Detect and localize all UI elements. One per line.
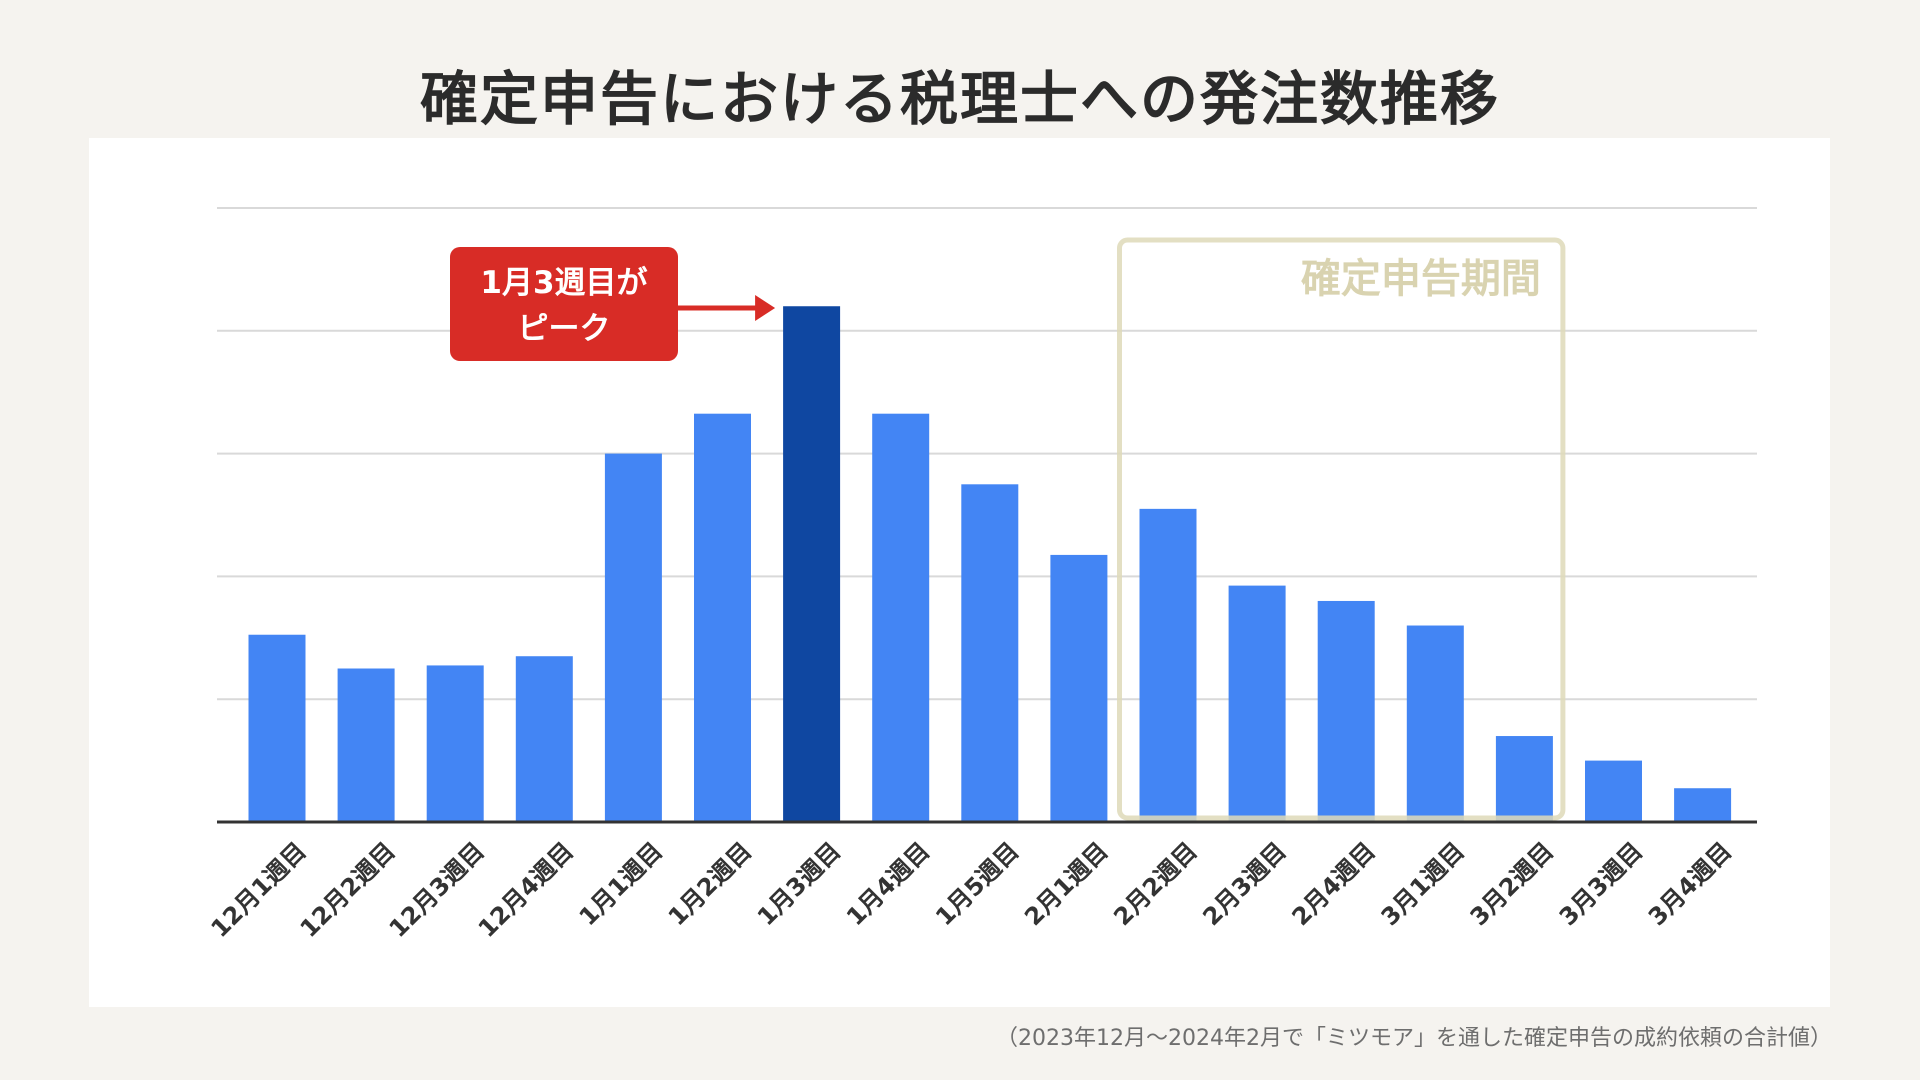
x-tick-label: 1月3週目 (752, 837, 846, 931)
chart-title: 確定申告における税理士への発注数推移 (419, 65, 1500, 133)
bar (604, 453, 662, 822)
peak-arrow-head (755, 295, 776, 321)
peak-callout-line2: ピーク (518, 311, 611, 347)
x-tick-label: 3月3週目 (1554, 837, 1648, 931)
bar (872, 413, 930, 822)
bar (248, 634, 306, 822)
x-tick-label: 2月3週目 (1197, 837, 1291, 931)
bar (1495, 736, 1553, 822)
x-tick-label: 12月2週目 (295, 837, 401, 943)
bar (1317, 600, 1375, 822)
x-tick-label: 1月5週目 (930, 837, 1024, 931)
bar-peak (783, 306, 841, 822)
x-tick-label: 2月1週目 (1019, 837, 1113, 931)
bar (426, 665, 484, 822)
bar-chart: 12月1週目12月2週目12月3週目12月4週目1月1週目1月2週目1月3週目1… (206, 207, 1757, 943)
bar (515, 656, 573, 822)
chart-panel: 12月1週目 12月2週目 12月3週目 12月4週目 1月1週目 1月2週目 1月3週目 1… (89, 138, 1830, 1007)
x-tick-label: 1月2週目 (663, 837, 757, 931)
x-tick-label: 1月1週目 (574, 837, 668, 931)
x-tick-label: 3月1週目 (1376, 837, 1470, 931)
x-tick-label: 1月4週目 (841, 837, 935, 931)
filing-period-region (1117, 237, 1566, 821)
x-tick-label: 12月4週目 (473, 837, 579, 943)
x-tick-label: 2月4週目 (1287, 837, 1381, 931)
x-tick-label: 3月2週目 (1465, 837, 1559, 931)
bar (1228, 585, 1286, 822)
bar (1674, 788, 1732, 822)
filing-period-label: 確定申告期間 (1301, 256, 1541, 302)
bar (337, 668, 395, 822)
x-tick-label: 12月3週目 (384, 837, 490, 943)
peak-callout-box (450, 247, 678, 361)
x-tick-label: 3月4週目 (1643, 837, 1737, 931)
x-tick-label: 12月1週目 (206, 837, 312, 943)
bar (694, 413, 751, 822)
bar (1406, 625, 1464, 822)
bar (961, 484, 1019, 822)
x-tick-label: 2月2週目 (1108, 837, 1202, 931)
bar (1050, 554, 1108, 822)
bar (1139, 508, 1197, 822)
peak-callout-line1: 1月3週目が (480, 265, 647, 301)
bar (1585, 760, 1642, 822)
footnote: （2023年12月〜2024年2月で「ミツモア」を通した確定申告の成約依頼の合計… (996, 1026, 1832, 1051)
